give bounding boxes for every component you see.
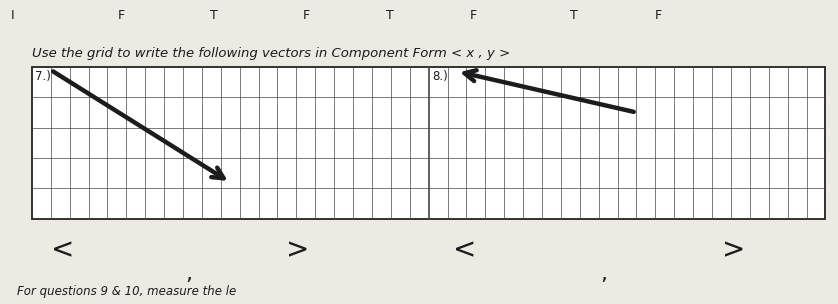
Text: <: < bbox=[51, 237, 75, 265]
Text: >: > bbox=[722, 237, 745, 265]
Text: <: < bbox=[453, 237, 477, 265]
Text: F: F bbox=[654, 9, 661, 22]
Text: Use the grid to write the following vectors in Component Form < x , y >: Use the grid to write the following vect… bbox=[32, 47, 510, 60]
Text: F: F bbox=[303, 9, 309, 22]
Text: For questions 9 & 10, measure the le: For questions 9 & 10, measure the le bbox=[17, 285, 236, 298]
Text: I: I bbox=[11, 9, 14, 22]
Text: F: F bbox=[470, 9, 477, 22]
Text: T: T bbox=[210, 9, 218, 22]
Text: ,: , bbox=[185, 264, 192, 284]
Text: >: > bbox=[286, 237, 309, 265]
Text: T: T bbox=[385, 9, 394, 22]
Text: 8.): 8.) bbox=[432, 70, 447, 83]
Text: ,: , bbox=[600, 264, 607, 284]
Text: F: F bbox=[118, 9, 125, 22]
Text: T: T bbox=[570, 9, 578, 22]
Text: 7.): 7.) bbox=[35, 70, 51, 83]
FancyBboxPatch shape bbox=[32, 67, 825, 219]
